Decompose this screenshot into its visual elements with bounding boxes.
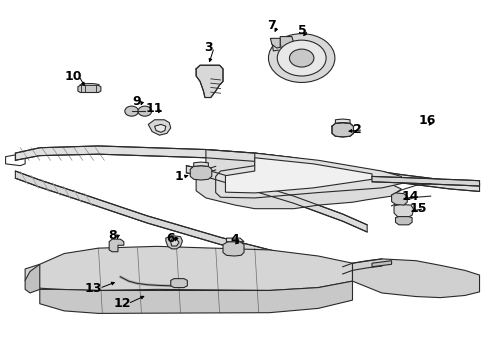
- Polygon shape: [352, 259, 480, 298]
- Polygon shape: [40, 281, 352, 314]
- Polygon shape: [225, 158, 372, 193]
- Text: 5: 5: [298, 24, 307, 37]
- Text: 6: 6: [167, 231, 175, 244]
- Text: 15: 15: [410, 202, 427, 215]
- Polygon shape: [155, 125, 166, 132]
- Circle shape: [290, 49, 314, 67]
- Polygon shape: [171, 239, 179, 246]
- Polygon shape: [270, 39, 280, 48]
- Text: 16: 16: [418, 114, 436, 127]
- Polygon shape: [223, 242, 244, 256]
- Polygon shape: [196, 65, 223, 98]
- Polygon shape: [190, 166, 212, 180]
- Polygon shape: [335, 119, 350, 123]
- Polygon shape: [15, 146, 480, 192]
- Polygon shape: [216, 153, 401, 198]
- Text: 8: 8: [108, 229, 117, 242]
- Text: 10: 10: [64, 69, 82, 82]
- Polygon shape: [372, 261, 392, 267]
- Text: 14: 14: [401, 190, 419, 203]
- Text: 7: 7: [268, 19, 276, 32]
- Polygon shape: [109, 239, 124, 252]
- Polygon shape: [25, 246, 352, 291]
- Circle shape: [138, 106, 152, 116]
- Text: 3: 3: [204, 41, 213, 54]
- Text: 1: 1: [174, 170, 183, 183]
- Polygon shape: [196, 149, 401, 209]
- Circle shape: [125, 106, 139, 116]
- Polygon shape: [372, 176, 480, 186]
- Text: 2: 2: [353, 123, 362, 136]
- Polygon shape: [25, 264, 40, 293]
- Polygon shape: [78, 85, 101, 93]
- Circle shape: [269, 34, 335, 82]
- Text: 9: 9: [132, 95, 141, 108]
- Circle shape: [277, 40, 326, 76]
- Polygon shape: [392, 193, 407, 205]
- Polygon shape: [148, 120, 171, 135]
- Polygon shape: [186, 166, 367, 232]
- Text: 4: 4: [231, 233, 240, 246]
- Text: 12: 12: [113, 297, 131, 310]
- Text: 13: 13: [85, 282, 102, 295]
- Polygon shape: [280, 37, 294, 54]
- Polygon shape: [194, 162, 208, 166]
- Polygon shape: [394, 204, 414, 218]
- Polygon shape: [226, 238, 244, 242]
- Polygon shape: [332, 123, 353, 137]
- Text: 11: 11: [146, 102, 163, 115]
- Polygon shape: [171, 279, 187, 288]
- Polygon shape: [15, 171, 392, 284]
- Polygon shape: [166, 235, 182, 249]
- Polygon shape: [395, 217, 412, 225]
